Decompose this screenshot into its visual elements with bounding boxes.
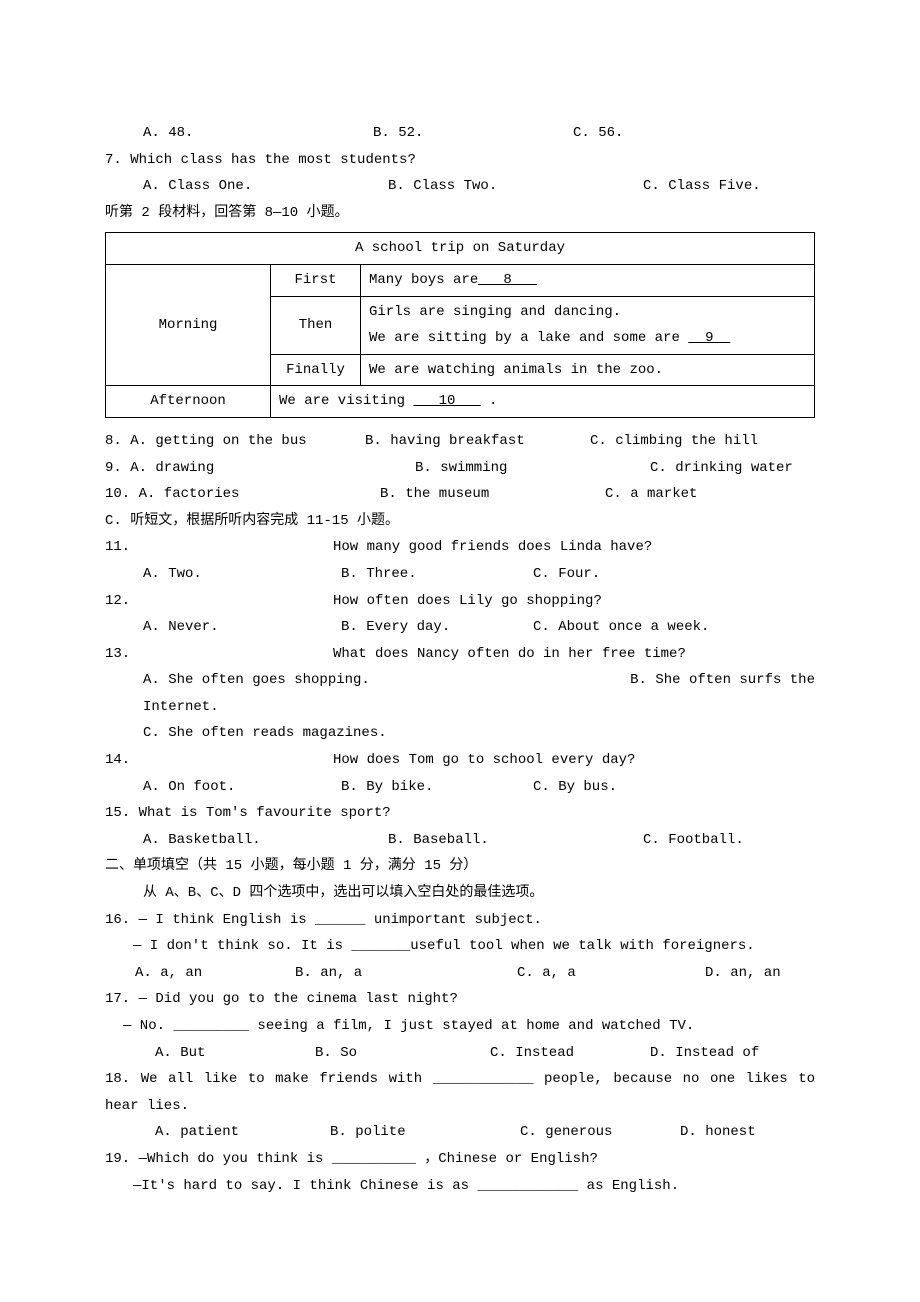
q7-option-c: C. Class Five. — [643, 173, 761, 200]
q18-text: 18. We all like to make friends with ___… — [105, 1066, 815, 1119]
q10-option-b: B. the museum — [380, 481, 605, 508]
q12-text: How often does Lily go shopping? — [333, 588, 602, 615]
listening-section-note: 听第 2 段材料，回答第 8—10 小题。 — [105, 200, 815, 227]
table-afternoon-content: We are visiting 10 . — [271, 386, 815, 418]
q18-option-c: C. generous — [520, 1119, 680, 1146]
q11-row: 11. How many good friends does Linda hav… — [105, 534, 815, 561]
q17-line2: — No. _________ seeing a film, I just st… — [105, 1013, 815, 1040]
q16-option-a: A. a, an — [135, 960, 295, 987]
q11-options: A. Two. B. Three. C. Four. — [105, 561, 815, 588]
q17-option-b: B. So — [315, 1040, 490, 1067]
q6-option-c: C. 56. — [573, 120, 623, 147]
q7-options: A. Class One. B. Class Two. C. Class Fiv… — [105, 173, 815, 200]
q12-row: 12. How often does Lily go shopping? — [105, 588, 815, 615]
q6-option-b: B. 52. — [373, 120, 573, 147]
q12-option-a: A. Never. — [143, 614, 341, 641]
table-first-label: First — [271, 264, 361, 296]
table-title: A school trip on Saturday — [106, 233, 815, 265]
q11-option-b: B. Three. — [341, 561, 533, 588]
q16-options: A. a, an B. an, a C. a, a D. an, an — [105, 960, 815, 987]
q19-line1: 19. —Which do you think is __________ ，C… — [105, 1146, 815, 1173]
q18-option-d: D. honest — [680, 1119, 756, 1146]
q14-num: 14. — [105, 747, 333, 774]
q19-line2: —It's hard to say. I think Chinese is as… — [105, 1173, 815, 1200]
table-then-line1: Girls are singing and dancing. — [369, 304, 621, 320]
q16-option-b: B. an, a — [295, 960, 517, 987]
q12-num: 12. — [105, 588, 333, 615]
q13-row: 13. What does Nancy often do in her free… — [105, 641, 815, 668]
q13-text: What does Nancy often do in her free tim… — [333, 641, 686, 668]
q16-option-c: C. a, a — [517, 960, 705, 987]
section-c-heading: C. 听短文，根据所听内容完成 11-15 小题。 — [105, 508, 815, 535]
q16-option-d: D. an, an — [705, 960, 781, 987]
q13-option-c: C. She often reads magazines. — [105, 720, 815, 747]
q13-option-b-part1: B. She often surfs the — [630, 667, 815, 694]
table-then-label: Then — [271, 296, 361, 354]
q16-line2: — I don't think so. It is _______useful … — [105, 933, 815, 960]
q9-option-a: 9. A. drawing — [105, 455, 415, 482]
q15-option-c: C. Football. — [643, 827, 744, 854]
schedule-table: A school trip on Saturday Morning First … — [105, 232, 815, 418]
q10-option-c: C. a market — [605, 481, 697, 508]
q8-option-a: 8. A. getting on the bus — [105, 428, 365, 455]
q17-option-c: C. Instead — [490, 1040, 650, 1067]
q15-option-a: A. Basketball. — [143, 827, 388, 854]
q7-option-b: B. Class Two. — [388, 173, 643, 200]
q6-options: A. 48. B. 52. C. 56. — [105, 120, 815, 147]
section2-instruction: 从 A、B、C、D 四个选项中，选出可以填入空白处的最佳选项。 — [105, 880, 815, 907]
q12-option-c: C. About once a week. — [533, 614, 709, 641]
q7-option-a: A. Class One. — [143, 173, 388, 200]
table-then-content: Girls are singing and dancing. We are si… — [361, 296, 815, 354]
q15-option-b: B. Baseball. — [388, 827, 643, 854]
table-first-content: Many boys are 8 — [361, 264, 815, 296]
q17-line1: 17. — Did you go to the cinema last nigh… — [105, 986, 815, 1013]
q14-option-a: A. On foot. — [143, 774, 341, 801]
table-finally-label: Finally — [271, 354, 361, 386]
q14-option-b: B. By bike. — [341, 774, 533, 801]
q13-option-b-part2: Internet. — [105, 694, 815, 721]
q9-options: 9. A. drawing B. swimming C. drinking wa… — [105, 455, 815, 482]
table-finally-content: We are watching animals in the zoo. — [361, 354, 815, 386]
q9-option-b: B. swimming — [415, 455, 650, 482]
q11-text: How many good friends does Linda have? — [333, 534, 652, 561]
q17-option-a: A. But — [155, 1040, 315, 1067]
q11-option-c: C. Four. — [533, 561, 600, 588]
q18-option-a: A. patient — [155, 1119, 330, 1146]
q12-option-b: B. Every day. — [341, 614, 533, 641]
q17-options: A. But B. So C. Instead D. Instead of — [105, 1040, 815, 1067]
q17-option-d: D. Instead of — [650, 1040, 759, 1067]
q16-line1: 16. — I think English is ______ unimport… — [105, 907, 815, 934]
q14-text: How does Tom go to school every day? — [333, 747, 635, 774]
table-morning-label: Morning — [106, 264, 271, 385]
q8-option-b: B. having breakfast — [365, 428, 590, 455]
q13-options-line1: A. She often goes shopping. B. She often… — [105, 667, 815, 694]
q14-row: 14. How does Tom go to school every day? — [105, 747, 815, 774]
q11-option-a: A. Two. — [143, 561, 341, 588]
section2-heading: 二、单项填空（共 15 小题，每小题 1 分，满分 15 分） — [105, 853, 815, 880]
q15-text: 15. What is Tom's favourite sport? — [105, 800, 815, 827]
q10-options: 10. A. factories B. the museum C. a mark… — [105, 481, 815, 508]
q14-options: A. On foot. B. By bike. C. By bus. — [105, 774, 815, 801]
q18-options: A. patient B. polite C. generous D. hone… — [105, 1119, 815, 1146]
q12-options: A. Never. B. Every day. C. About once a … — [105, 614, 815, 641]
table-then-line2: We are sitting by a lake and some are 9 — [369, 330, 730, 346]
q14-option-c: C. By bus. — [533, 774, 617, 801]
q15-options: A. Basketball. B. Baseball. C. Football. — [105, 827, 815, 854]
q9-option-c: C. drinking water — [650, 455, 793, 482]
q13-num: 13. — [105, 641, 333, 668]
table-afternoon-label: Afternoon — [106, 386, 271, 418]
q8-options: 8. A. getting on the bus B. having break… — [105, 428, 815, 455]
q10-option-a: 10. A. factories — [105, 481, 380, 508]
q6-option-a: A. 48. — [143, 120, 373, 147]
q18-option-b: B. polite — [330, 1119, 520, 1146]
q7-text: 7. Which class has the most students? — [105, 147, 815, 174]
q8-option-c: C. climbing the hill — [590, 428, 758, 455]
q11-num: 11. — [105, 534, 333, 561]
q13-option-a: A. She often goes shopping. — [143, 667, 370, 694]
